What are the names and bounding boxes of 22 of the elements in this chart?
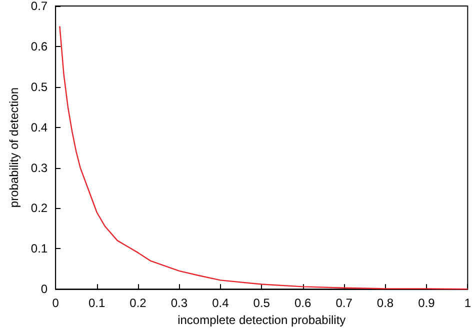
y-tick-label: 0.2 bbox=[30, 201, 48, 216]
x-tick-label: 0.1 bbox=[88, 296, 106, 310]
x-tick-label: 0.3 bbox=[170, 296, 188, 310]
y-axis-title: probability of detection bbox=[7, 88, 21, 208]
x-tick-label: 0.7 bbox=[336, 296, 353, 310]
x-tick-label: 0.9 bbox=[418, 296, 436, 310]
y-tick-label: 0.1 bbox=[30, 242, 48, 256]
y-tick-label: 0.4 bbox=[30, 120, 48, 134]
x-axis-title: incomplete detection probability bbox=[178, 313, 346, 327]
y-tick-label: 0 bbox=[40, 282, 48, 296]
y-tick-label: 0.3 bbox=[30, 160, 48, 175]
y-tick-label: 0.7 bbox=[30, 0, 48, 13]
line-series bbox=[59, 26, 468, 290]
x-tick-label: 0 bbox=[52, 296, 60, 310]
x-tick-label: 0.5 bbox=[253, 296, 270, 310]
x-tick-label: 0.4 bbox=[212, 296, 230, 310]
y-tick-label: 0.6 bbox=[30, 39, 48, 54]
y-tick-label: 0.5 bbox=[30, 80, 48, 94]
x-tick-label: 1 bbox=[464, 296, 472, 310]
x-tick-label: 0.2 bbox=[130, 296, 147, 310]
x-tick-label: 0.6 bbox=[294, 296, 312, 310]
x-tick-label: 0.8 bbox=[376, 296, 394, 310]
